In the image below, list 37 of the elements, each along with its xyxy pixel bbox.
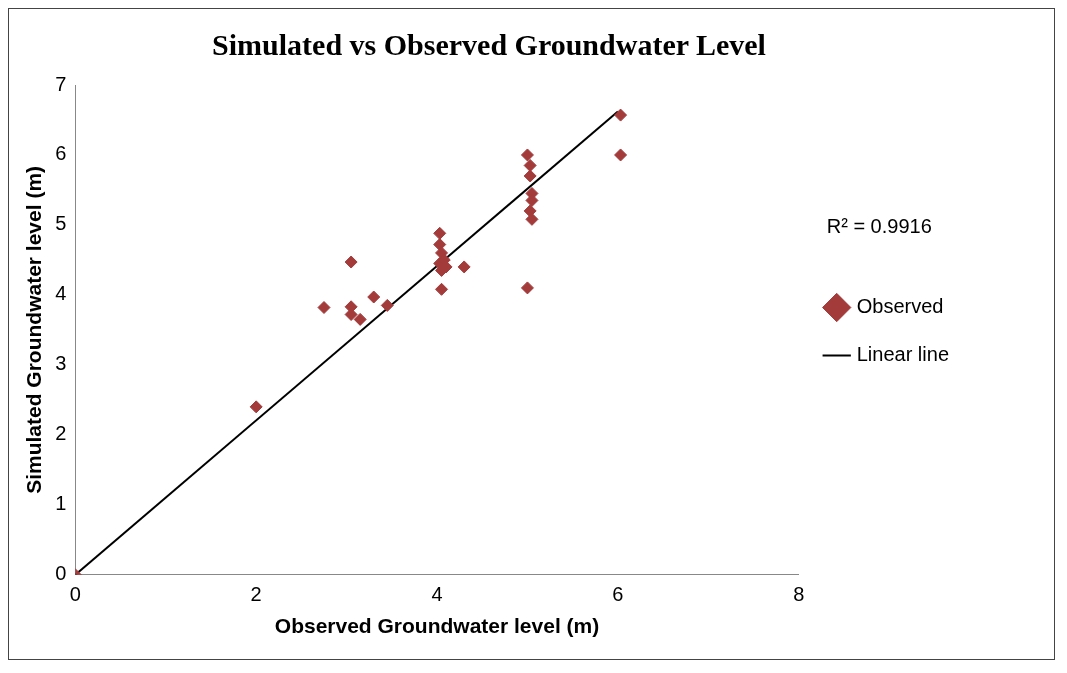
y-tick-label: 2	[55, 422, 67, 445]
legend-label: Linear line	[856, 343, 950, 366]
point	[614, 148, 628, 162]
point	[523, 169, 537, 183]
y-tick-label: 7	[55, 72, 67, 95]
x-tick-label: 6	[612, 583, 624, 606]
y-tick-label: 0	[55, 562, 67, 585]
point	[344, 255, 358, 269]
point	[344, 308, 358, 322]
point	[353, 312, 367, 326]
point	[249, 400, 263, 414]
y-tick-label: 4	[55, 282, 67, 305]
point	[520, 281, 534, 295]
point	[614, 108, 628, 122]
point	[457, 260, 471, 274]
point	[433, 226, 447, 240]
point	[367, 290, 381, 304]
y-tick-label: 5	[55, 212, 67, 235]
point	[380, 298, 394, 312]
y-tick-label: 3	[55, 352, 67, 375]
point	[435, 282, 449, 296]
x-tick-label: 0	[69, 583, 81, 606]
point	[525, 212, 539, 226]
point	[523, 158, 537, 172]
x-tick-label: 8	[793, 583, 805, 606]
x-axis-title: Observed Groundwater level (m)	[274, 614, 600, 638]
chart-title: Simulated vs Observed Groundwater Level	[212, 27, 766, 61]
point	[520, 148, 534, 162]
y-tick-label: 6	[55, 142, 67, 165]
legend-label: Observed	[856, 295, 944, 318]
point	[317, 301, 331, 315]
x-tick-label: 2	[250, 583, 262, 606]
text: R² = 0.9916	[826, 215, 932, 238]
y-axis-title: Simulated Groundwater level (m)	[22, 165, 46, 494]
x-tick-label: 4	[431, 583, 443, 606]
y-tick-label: 1	[55, 492, 67, 515]
point	[523, 204, 537, 218]
